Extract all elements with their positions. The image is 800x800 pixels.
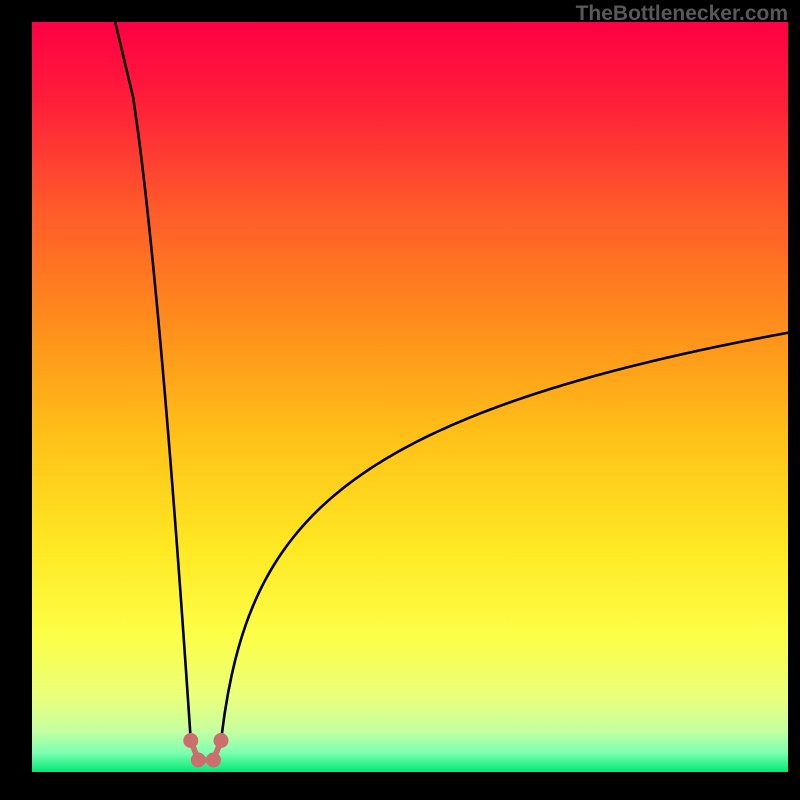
watermark-text: TheBottlenecker.com <box>576 2 788 26</box>
chart-svg <box>32 22 788 772</box>
figure-frame: TheBottlenecker.com <box>0 0 800 800</box>
optimum-marker <box>191 753 206 768</box>
chart-background <box>32 22 788 772</box>
optimum-marker <box>183 733 198 748</box>
optimum-marker <box>214 733 229 748</box>
plot-area <box>32 22 788 772</box>
optimum-marker <box>206 753 221 768</box>
